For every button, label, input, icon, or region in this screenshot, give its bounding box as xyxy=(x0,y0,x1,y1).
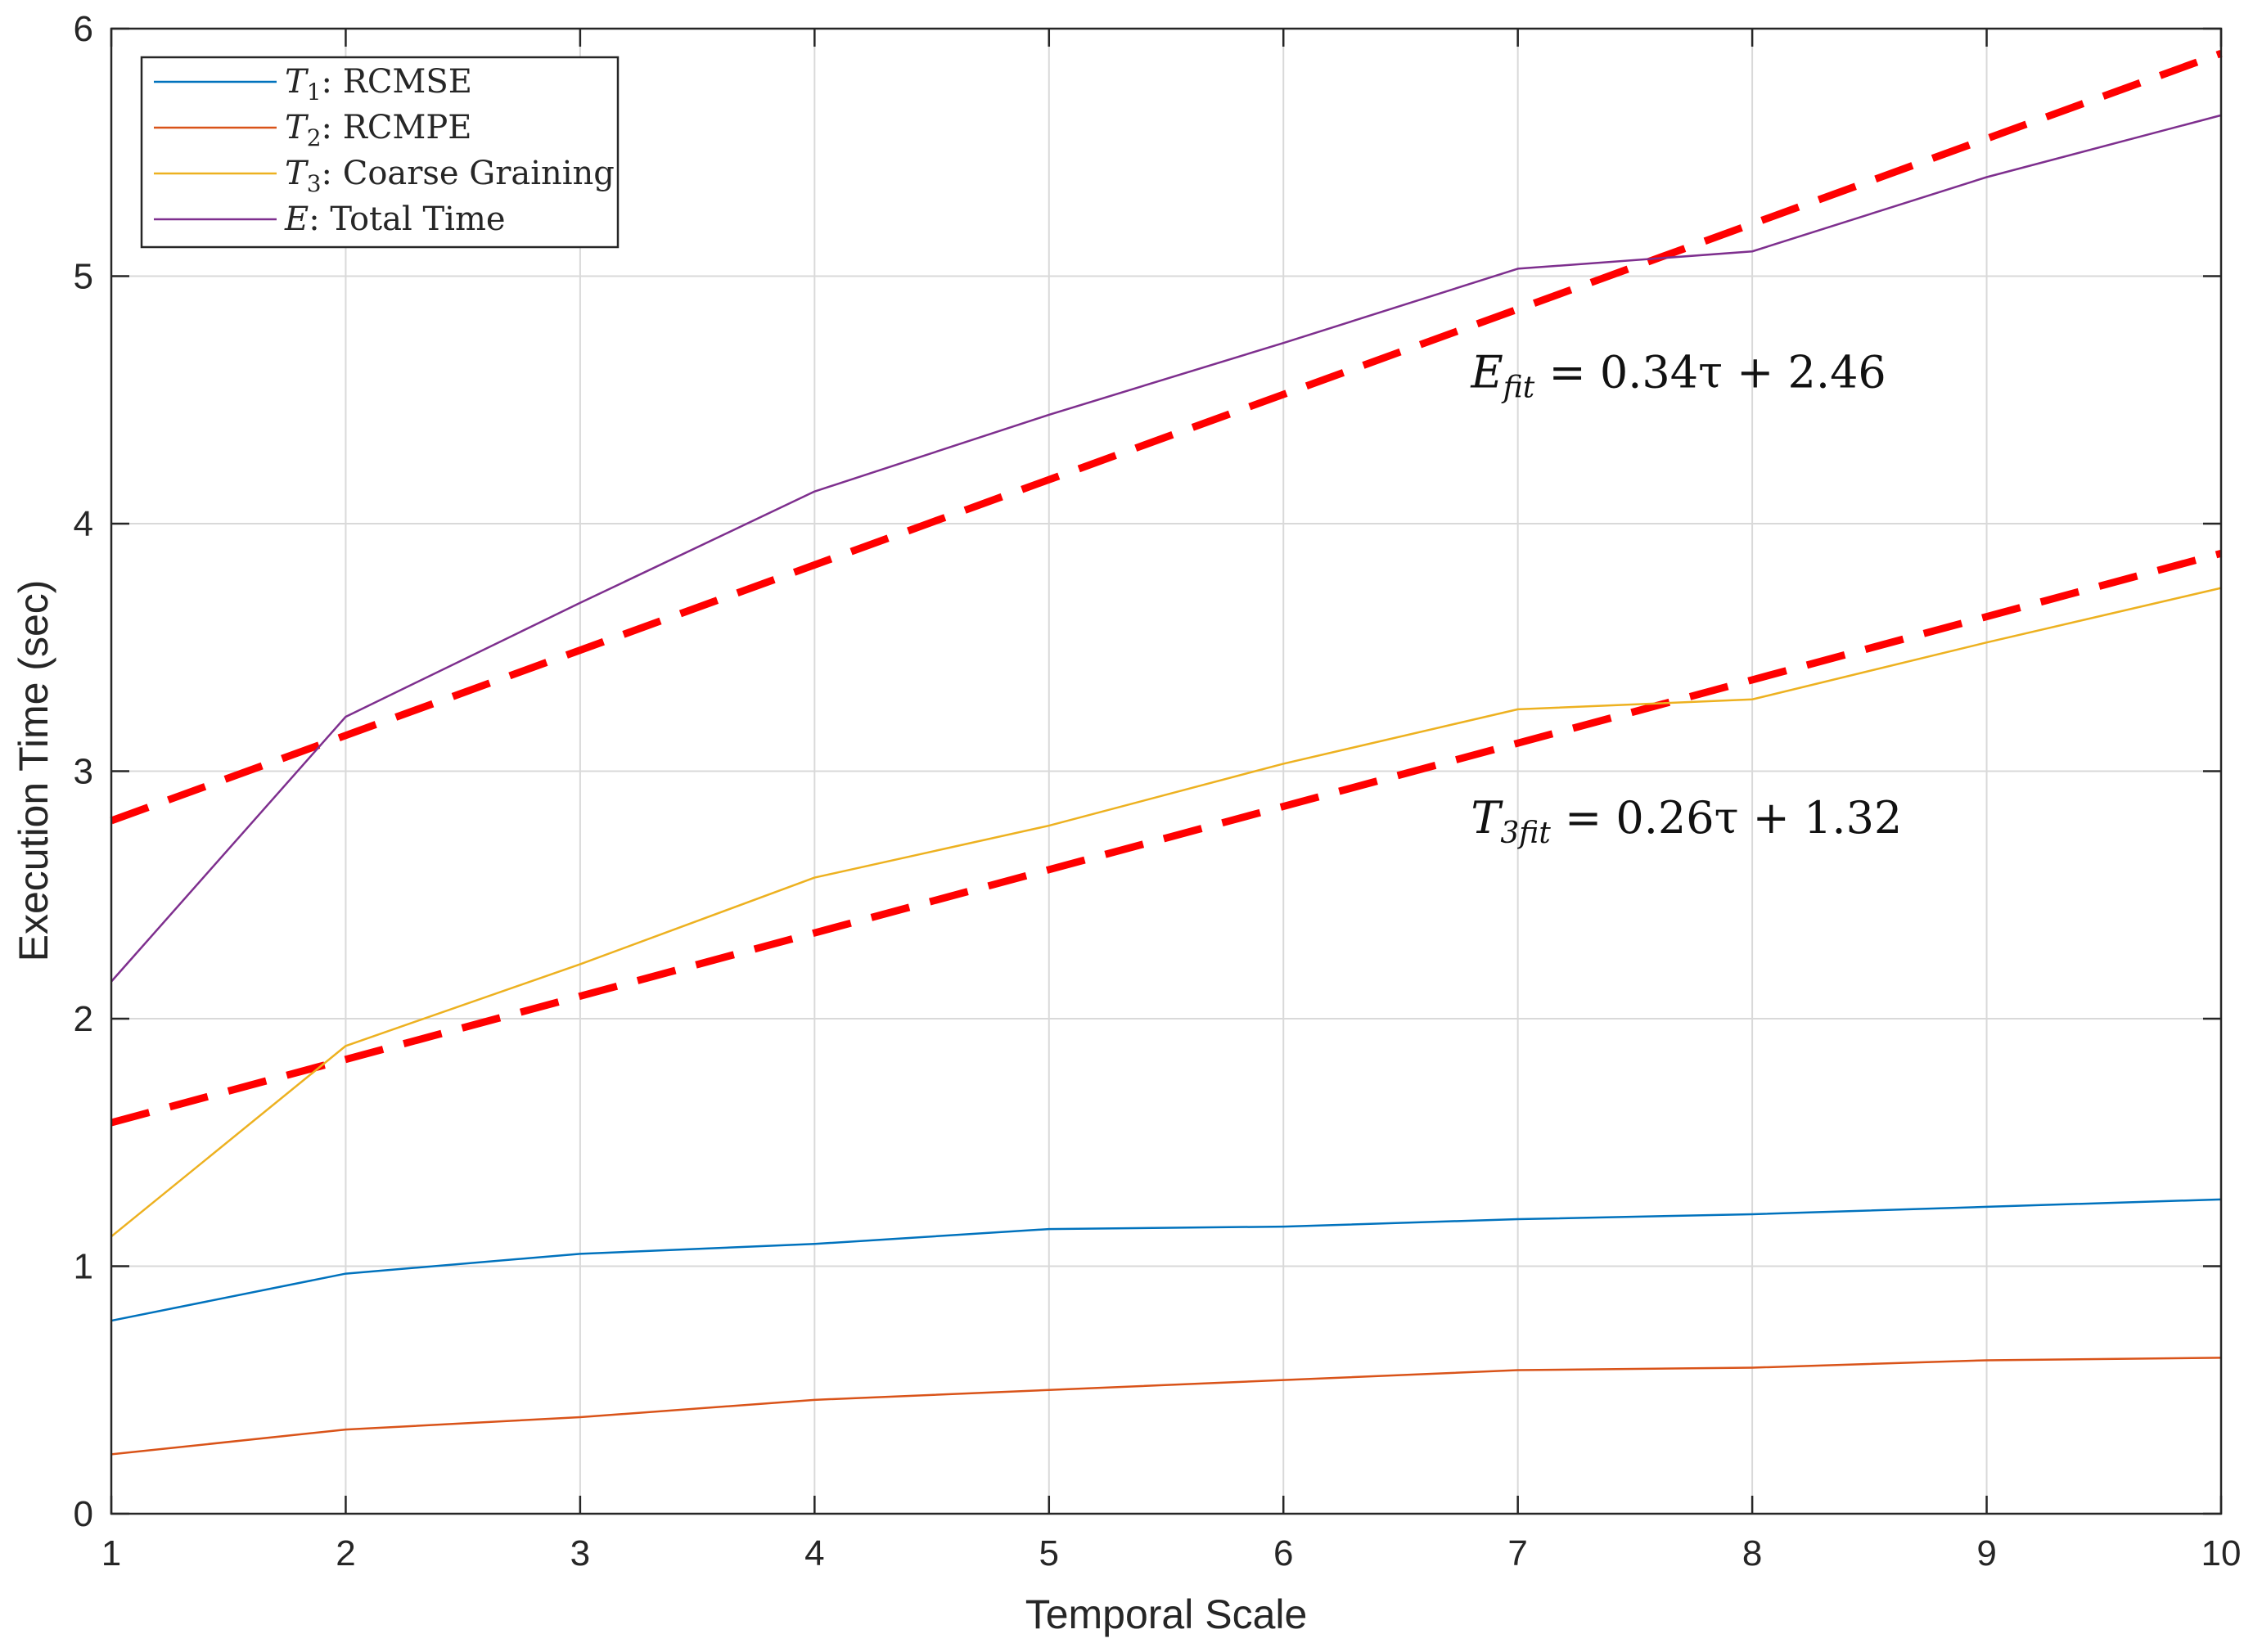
x-tick-label: 2 xyxy=(336,1533,355,1573)
series-lines xyxy=(110,114,2222,1456)
legend-text: : RCMSE xyxy=(322,63,472,101)
y-tick-label: 1 xyxy=(74,1247,93,1287)
fit-equation-2: T3fit = 0.26τ + 1.32 xyxy=(1471,792,1902,850)
fit-lines xyxy=(110,50,2223,1127)
y-tick-label: 3 xyxy=(74,752,93,792)
x-tick-label: 5 xyxy=(1039,1533,1059,1573)
fit-equation-1: Efit = 0.34τ + 2.46 xyxy=(1470,347,1886,405)
y-tick-label: 5 xyxy=(74,257,93,297)
fit-equation-formula: = 0.26τ + 1.32 xyxy=(1551,792,1903,844)
y-axis-label: Execution Time (sec) xyxy=(11,580,56,962)
legend-text: : Total Time xyxy=(309,200,505,238)
legend-label-2: T2: RCMPE xyxy=(285,109,472,151)
x-tick-label: 6 xyxy=(1273,1533,1293,1573)
x-tick-label: 9 xyxy=(1976,1533,1996,1573)
x-tick-label: 10 xyxy=(2201,1533,2242,1573)
y-tick-label: 0 xyxy=(74,1494,93,1534)
grid xyxy=(111,29,2221,1514)
series-line-4 xyxy=(110,114,2222,983)
legend-symbol: T xyxy=(285,109,309,146)
y-tick-label: 2 xyxy=(74,999,93,1039)
fit-equation-subscript: fit xyxy=(1501,371,1535,405)
x-tick-label: 7 xyxy=(1507,1533,1527,1573)
x-tick-label: 8 xyxy=(1742,1533,1762,1573)
legend-text: : RCMPE xyxy=(322,109,472,146)
x-tick-label: 3 xyxy=(570,1533,590,1573)
fit-labels: Efit = 0.34τ + 2.46 T3fit = 0.26τ + 1.32 xyxy=(1470,347,1902,851)
legend-label-3: T3: Coarse Graining xyxy=(285,155,615,197)
series-line-3 xyxy=(110,587,2222,1238)
legend-symbol: T xyxy=(285,63,309,101)
legend-symbol: E xyxy=(284,200,309,238)
legend-subscript: 1 xyxy=(307,79,322,106)
legend-label-4: E: Total Time xyxy=(284,200,506,238)
fit-equation-symbol: E xyxy=(1470,347,1503,398)
fit-line-2 xyxy=(110,549,2223,1127)
legend-text: : Coarse Graining xyxy=(322,155,615,192)
fit-line-1 xyxy=(110,50,2223,825)
series-line-2 xyxy=(110,1357,2222,1456)
x-axis-label: Temporal Scale xyxy=(1025,1591,1308,1637)
legend-subscript: 2 xyxy=(307,124,322,151)
legend-box xyxy=(140,56,620,249)
legend-symbol: T xyxy=(285,155,309,192)
legend-label-1: T1: RCMSE xyxy=(285,63,472,106)
y-tick-label: 4 xyxy=(74,504,93,544)
fit-equation-subscript: 3fit xyxy=(1500,817,1551,850)
y-tick-label: 6 xyxy=(74,9,93,49)
fit-equation-formula: = 0.34τ + 2.46 xyxy=(1534,347,1886,398)
ticks xyxy=(110,27,2223,1515)
x-tick-label: 1 xyxy=(101,1533,121,1573)
x-tick-label: 4 xyxy=(804,1533,824,1573)
legend-subscript: 3 xyxy=(307,170,322,197)
fit-equation-symbol: T xyxy=(1471,792,1503,844)
series-line-1 xyxy=(110,1198,2222,1322)
